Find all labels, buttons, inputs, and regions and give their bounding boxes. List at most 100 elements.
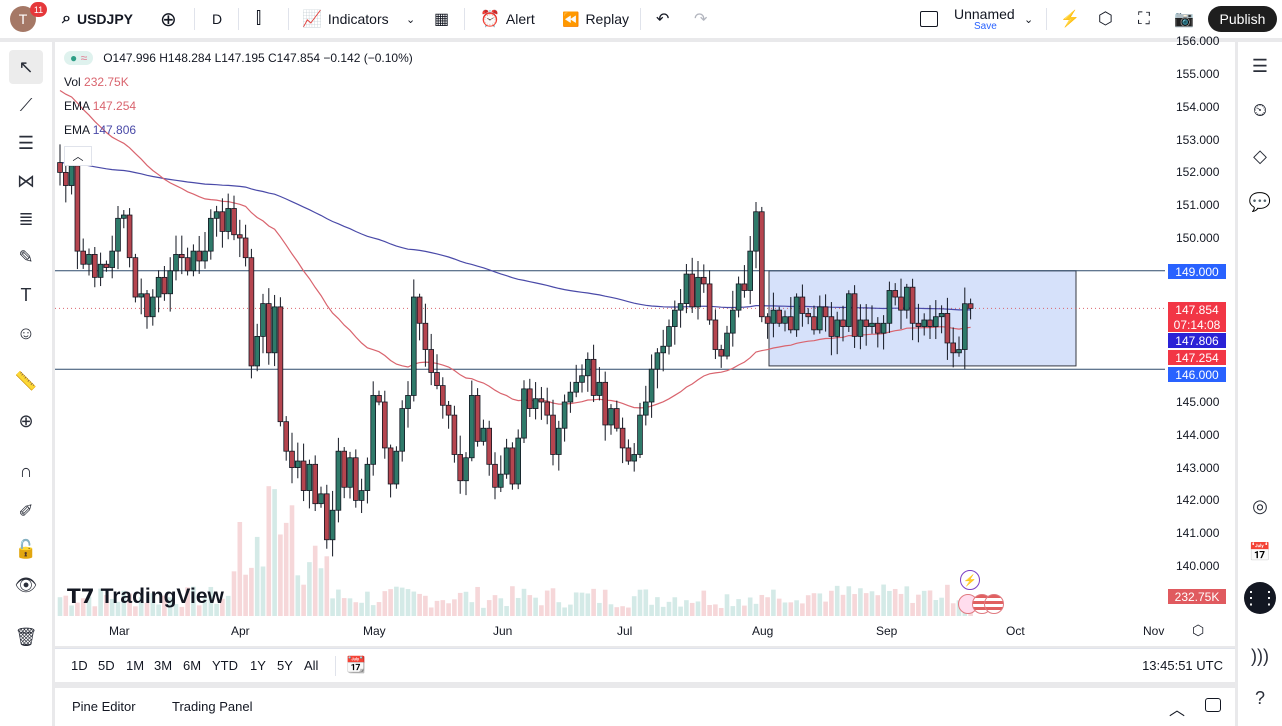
range-button-1y[interactable]: 1Y bbox=[250, 658, 266, 673]
clock[interactable]: 13:45:51 UTC bbox=[1142, 658, 1223, 673]
volume-bar bbox=[892, 588, 898, 616]
camera-icon[interactable]: 📷 bbox=[1174, 11, 1194, 28]
ema1-legend[interactable]: EMA 147.254 bbox=[64, 99, 136, 113]
lightning-event-icon[interactable]: ⚡ bbox=[960, 570, 980, 590]
ruler-icon[interactable]: 📏 bbox=[14, 370, 38, 391]
volume-bar bbox=[220, 598, 225, 616]
expand-panel-icon[interactable]: ︿ bbox=[1169, 702, 1186, 719]
text-icon[interactable]: T bbox=[20, 284, 32, 305]
chevron-down-icon[interactable]: ⌄ bbox=[406, 13, 416, 26]
emoji-icon[interactable]: ☺ bbox=[16, 322, 36, 343]
candle-down bbox=[805, 313, 811, 318]
volume-bar bbox=[562, 607, 567, 616]
draw-lock-pencil-icon[interactable]: ✐ bbox=[18, 500, 34, 521]
candle-down bbox=[718, 349, 724, 357]
range-button-1d[interactable]: 1D bbox=[71, 658, 88, 673]
volume-legend[interactable]: Vol 232.75K bbox=[64, 75, 129, 89]
signal-icon[interactable]: ))) bbox=[1251, 645, 1269, 666]
fib-icon[interactable]: ≣ bbox=[18, 208, 34, 229]
help-icon[interactable]: ? bbox=[1254, 687, 1265, 708]
candle-down bbox=[788, 316, 794, 331]
chat-icon[interactable]: 💬 bbox=[1248, 191, 1272, 212]
alert-button[interactable]: ⏰ Alert bbox=[480, 0, 535, 38]
calendar-icon[interactable]: 📅 bbox=[1248, 541, 1272, 562]
chart-pane[interactable] bbox=[55, 42, 1235, 646]
layouts-grid-icon[interactable]: ▦ bbox=[434, 11, 450, 28]
candle-up bbox=[86, 253, 92, 265]
indicators-button[interactable]: 📈 Indicators bbox=[302, 0, 389, 38]
layout-name[interactable]: Unnamed bbox=[954, 6, 1015, 22]
target-icon[interactable]: ◎ bbox=[1252, 495, 1268, 516]
range-button-5y[interactable]: 5Y bbox=[277, 658, 293, 673]
candle-down bbox=[875, 322, 881, 334]
range-button-3m[interactable]: 3M bbox=[154, 658, 173, 673]
lock-icon[interactable]: 🔓 bbox=[14, 538, 38, 559]
candle-up bbox=[318, 493, 324, 505]
candle-up bbox=[846, 293, 852, 327]
candle-type-icon[interactable]: ⫿ bbox=[256, 10, 262, 27]
volume-bar bbox=[191, 586, 196, 616]
candle-up bbox=[150, 296, 156, 318]
range-button-ytd[interactable]: YTD bbox=[212, 658, 238, 673]
publish-button[interactable]: Publish bbox=[1208, 6, 1277, 32]
eye-icon[interactable]: 👁 bbox=[14, 574, 38, 595]
candle-up bbox=[956, 349, 962, 354]
collapse-legend-button[interactable]: ︿ bbox=[64, 146, 92, 166]
volume-bar bbox=[881, 584, 886, 616]
quick-search-icon[interactable]: ⚡ bbox=[1060, 11, 1080, 28]
volume-bar bbox=[80, 598, 86, 616]
replay-button[interactable]: ⏪ Replay bbox=[562, 0, 629, 38]
symbol-search[interactable]: ⌕ USDJPY bbox=[62, 0, 133, 38]
candle-down bbox=[764, 316, 771, 324]
candle-up bbox=[213, 211, 220, 219]
fullscreen-icon[interactable]: ⛶ bbox=[1138, 9, 1150, 28]
volume-bar bbox=[829, 590, 834, 616]
range-button-1m[interactable]: 1M bbox=[126, 658, 145, 673]
price-chart[interactable] bbox=[55, 42, 1235, 646]
horizontal-lines-icon[interactable]: ☰ bbox=[17, 132, 35, 153]
price-axis-label: 154.000 bbox=[1176, 99, 1220, 114]
watchlist-icon[interactable]: ☰ bbox=[1251, 55, 1269, 76]
maximize-panel-icon[interactable] bbox=[1205, 698, 1221, 712]
layers-icon[interactable]: ◇ bbox=[1253, 145, 1267, 166]
candle-up bbox=[347, 457, 353, 488]
goto-date-icon[interactable]: 📆 bbox=[346, 657, 366, 674]
candle-up bbox=[753, 211, 759, 252]
axis-settings-icon[interactable]: ⬡ bbox=[1192, 622, 1205, 638]
apps-grid-icon[interactable]: ⋮⋮ bbox=[1242, 582, 1278, 614]
ema2-legend[interactable]: EMA 147.806 bbox=[64, 123, 136, 137]
magnet-icon[interactable]: ∩ bbox=[19, 460, 33, 481]
range-button-5d[interactable]: 5D bbox=[98, 658, 115, 673]
redo-icon[interactable]: ↷ bbox=[694, 11, 708, 28]
compare-add-icon[interactable]: ⊕ bbox=[160, 8, 177, 31]
vol-value: 232.75K bbox=[84, 75, 129, 89]
trend-line-icon[interactable]: ⟋ bbox=[19, 94, 33, 115]
tab-trading-panel[interactable]: Trading Panel bbox=[172, 699, 253, 714]
volume-bar bbox=[341, 598, 347, 616]
save-link[interactable]: Save bbox=[974, 21, 997, 32]
candle-up bbox=[393, 450, 400, 485]
time-axis-label: Oct bbox=[1006, 624, 1025, 638]
layout-chevron-icon[interactable]: ⌄ bbox=[1024, 13, 1034, 26]
cursor-icon[interactable]: ↖ bbox=[9, 50, 43, 84]
market-status-icon[interactable]: ● ≈ bbox=[64, 51, 94, 65]
layout-square-icon[interactable] bbox=[920, 0, 938, 38]
interval-button[interactable]: D bbox=[212, 11, 223, 27]
range-button-all[interactable]: All bbox=[304, 658, 319, 673]
ema1-value: 147.254 bbox=[92, 99, 137, 113]
candle-down bbox=[341, 450, 347, 488]
candle-up bbox=[515, 437, 521, 485]
pattern-icon[interactable]: ⋈ bbox=[17, 170, 35, 191]
candle-down bbox=[590, 358, 597, 396]
tab-pine-editor[interactable]: Pine Editor bbox=[72, 699, 136, 714]
settings-gear-icon[interactable]: ⬡ bbox=[1098, 9, 1113, 28]
alerts-clock-icon[interactable]: ⏲ bbox=[1252, 99, 1268, 120]
us-flag-icon[interactable] bbox=[984, 594, 1004, 614]
economic-events-icons[interactable] bbox=[958, 594, 1004, 614]
range-button-6m[interactable]: 6M bbox=[183, 658, 202, 673]
brush-icon[interactable]: ✎ bbox=[18, 246, 34, 267]
trash-icon[interactable]: 🗑 bbox=[14, 626, 38, 647]
undo-icon[interactable]: ↶ bbox=[656, 11, 670, 28]
zoom-in-icon[interactable]: ⊕ bbox=[18, 410, 34, 431]
candle-down bbox=[967, 303, 974, 309]
